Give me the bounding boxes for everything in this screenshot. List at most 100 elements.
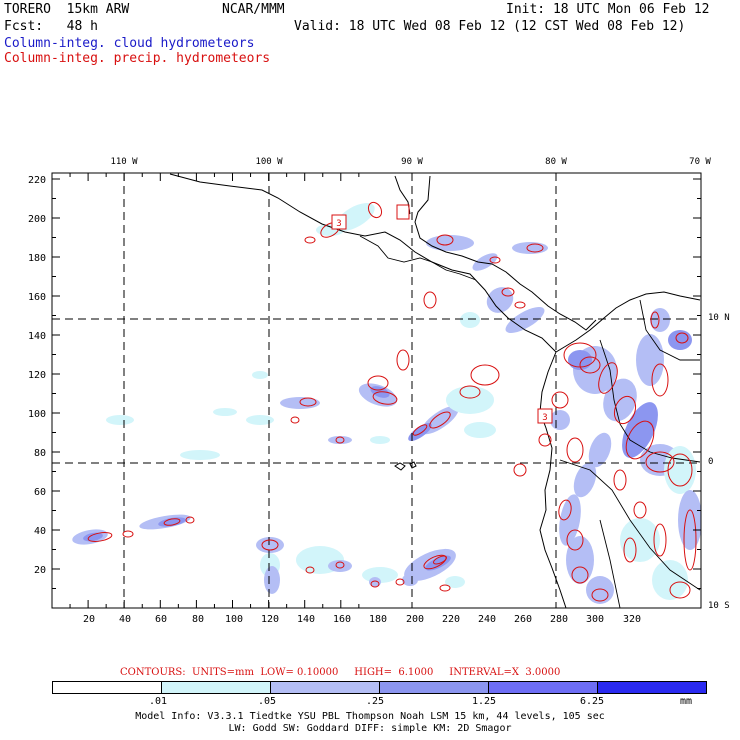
precip-contour (667, 453, 693, 487)
precip-contour (372, 391, 398, 405)
y-tick: 220 (27, 175, 46, 186)
precip-contour (651, 363, 669, 397)
precip-contour (653, 523, 667, 557)
precip-contour (367, 375, 389, 391)
x-tick: 300 (585, 614, 605, 625)
cloud-shade-patch (668, 330, 692, 350)
color-bar-label: .25 (365, 696, 385, 707)
lat-label: 10 N (708, 313, 730, 323)
precip-contour (551, 391, 569, 409)
cloud-shade-patch (426, 235, 474, 251)
country-borders (359, 235, 701, 608)
center-label: NCAR/MMM (222, 2, 285, 17)
y-tick: 100 (27, 409, 46, 420)
x-tick: 200 (405, 614, 425, 625)
precip-contour (514, 301, 526, 309)
precip-contour (304, 236, 316, 244)
x-tick: 140 (296, 614, 316, 625)
precip-contour (261, 539, 279, 551)
x-tick: 220 (441, 614, 461, 625)
precip-contour (335, 436, 345, 444)
precip-contour (526, 243, 544, 253)
cloud-shade-patch (586, 576, 614, 604)
cloud-shade-patch (486, 287, 514, 313)
precip-contour (396, 349, 410, 371)
precip-contour (625, 420, 655, 460)
lon-label: 70 W (689, 157, 711, 167)
lat-label: 10 S (708, 601, 730, 611)
y-tick: 180 (27, 253, 46, 264)
color-bar-units: mm (679, 696, 693, 707)
color-bar-bin (271, 682, 380, 693)
precip-hydrometeor-contours (87, 201, 697, 602)
cloud-shade-patch (568, 350, 592, 370)
precip-contour (489, 256, 501, 264)
precip-contour (122, 530, 134, 538)
cloud-shade-patch (464, 422, 496, 438)
x-tick: 240 (477, 614, 497, 625)
cloud-shade-patch (460, 312, 480, 328)
y-tick: 40 (33, 526, 46, 537)
precip-contour (163, 518, 181, 526)
model-title: TORERO 15km ARW (4, 2, 130, 17)
cloud-shade-patch (425, 555, 451, 571)
lon-label: 80 W (545, 157, 567, 167)
precip-contour (683, 509, 697, 571)
y-tick: 200 (27, 214, 46, 225)
x-tick: 280 (549, 614, 569, 625)
precip-contour (566, 529, 584, 551)
cloud-shade-patch (328, 560, 352, 572)
precip-contour (623, 537, 637, 563)
cloud-shade-patch (246, 415, 274, 425)
precip-contour (669, 581, 691, 599)
cloud-shade-patch (652, 560, 688, 600)
x-tick: 60 (154, 614, 168, 625)
cloud-shade-patch (213, 408, 237, 416)
model-info-line2: LW: Godd SW: Goddard DIFF: simple KM: 2D… (228, 723, 512, 734)
x-tick: 180 (368, 614, 388, 625)
field-precip-label: Column-integ. precip. hydrometeors (4, 51, 271, 66)
x-tick: 320 (622, 614, 642, 625)
precip-contour (470, 364, 500, 386)
cloud-hydrometeor-shading (72, 203, 701, 604)
color-bar-label: .01 (148, 696, 168, 707)
model-info-line1: Model Info: V3.3.1 Tiedtke YSU PBL Thomp… (135, 711, 605, 722)
map-frame (51, 172, 702, 609)
cloud-shade-patch (678, 490, 701, 550)
precip-contour (185, 516, 195, 524)
color-bar-label: 1.25 (471, 696, 497, 707)
y-tick: 140 (27, 331, 46, 342)
precip-contour (370, 580, 380, 588)
x-tick: 80 (191, 614, 205, 625)
precip-contour (423, 291, 437, 309)
x-tick: 40 (118, 614, 132, 625)
x-tick: 100 (224, 614, 244, 625)
precip-contour (558, 499, 572, 521)
precip-contour (633, 501, 647, 519)
lon-label: 100 W (255, 157, 283, 167)
color-bar-bin (380, 682, 489, 693)
y-tick: 20 (33, 565, 46, 576)
contour-marker: 3 3 (331, 204, 553, 424)
cloud-shade-patch (620, 518, 660, 562)
precip-contour (299, 397, 317, 407)
y-tick: 160 (27, 292, 46, 303)
precip-contour (591, 588, 609, 602)
cloud-shade-patch (445, 576, 465, 588)
contour-marker-label-2: 3 (542, 413, 547, 423)
forecast-hour: Fcst: 48 h (4, 19, 98, 34)
y-tick: 120 (27, 370, 46, 381)
color-bar-label: .05 (257, 696, 277, 707)
cloud-shade-patch (256, 537, 284, 553)
y-tick: 80 (33, 448, 46, 459)
precip-contour (335, 561, 345, 569)
precip-contour (412, 424, 428, 436)
color-bar (52, 681, 707, 694)
color-bar-label: 6.25 (579, 696, 605, 707)
y-tick: 60 (33, 487, 46, 498)
cloud-shade-patch (402, 574, 418, 586)
precip-contour (513, 463, 527, 477)
precip-contour (459, 385, 481, 399)
cloud-shade-patch (106, 415, 134, 425)
precip-contour (598, 362, 618, 394)
